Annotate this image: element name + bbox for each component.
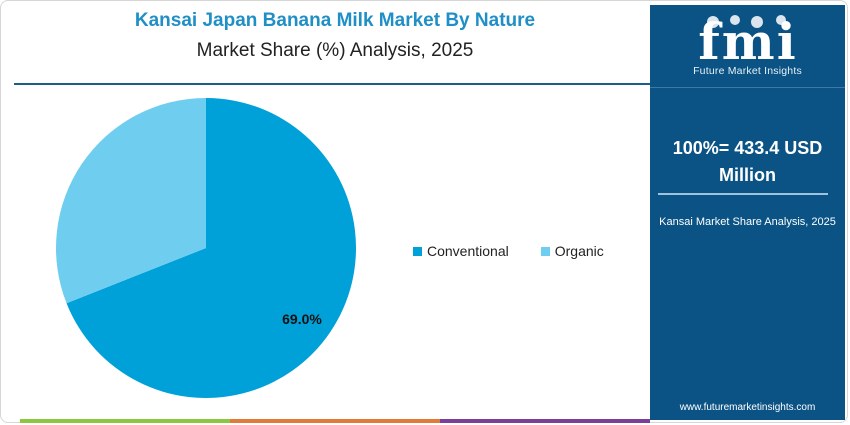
pie-slice-organic: [56, 98, 207, 304]
brand-logo: fmi Future Market Insights: [650, 13, 845, 77]
legend-item-organic: Organic: [540, 243, 604, 259]
pie-slices: [56, 98, 357, 399]
market-total: 100%= 433.4 USD Million: [650, 135, 845, 189]
info-sidebar: fmi Future Market Insights 100%= 433.4 U…: [650, 5, 845, 420]
sidebar-divider: [658, 193, 828, 195]
brand-caption: Future Market Insights: [693, 65, 802, 77]
market-total-line1: 100%= 433.4 USD: [672, 138, 823, 158]
sidebar-caption: Kansai Market Share Analysis, 2025: [659, 216, 836, 228]
title-divider: [14, 83, 650, 85]
logo-divider: [650, 87, 845, 88]
market-total-line2: Million: [719, 165, 776, 185]
footer-color-bar: [20, 419, 650, 423]
legend-item-conventional: Conventional: [413, 243, 509, 259]
slice-data-label-conventional: 69.0%: [282, 311, 322, 327]
fmi-logo-icon: fmi: [698, 13, 795, 65]
footer-bar-orange: [230, 419, 440, 423]
legend-swatch-organic: [540, 246, 550, 256]
legend-label-organic: Organic: [554, 243, 604, 259]
chart-subtitle: Market Share (%) Analysis, 2025: [196, 40, 474, 61]
footer-bar-purple: [440, 419, 650, 423]
footer-bar-green: [20, 419, 230, 423]
chart-title: Kansai Japan Banana Milk Market By Natur…: [134, 10, 536, 31]
chart-legend: Conventional Organic: [413, 243, 604, 259]
legend-label-conventional: Conventional: [427, 243, 509, 259]
legend-swatch-conventional: [413, 246, 422, 256]
pie-chart: 69.0%: [56, 98, 357, 399]
pie-slice-conventional: [66, 98, 357, 399]
website-link[interactable]: www.futuremarketinsights.com: [679, 402, 816, 413]
